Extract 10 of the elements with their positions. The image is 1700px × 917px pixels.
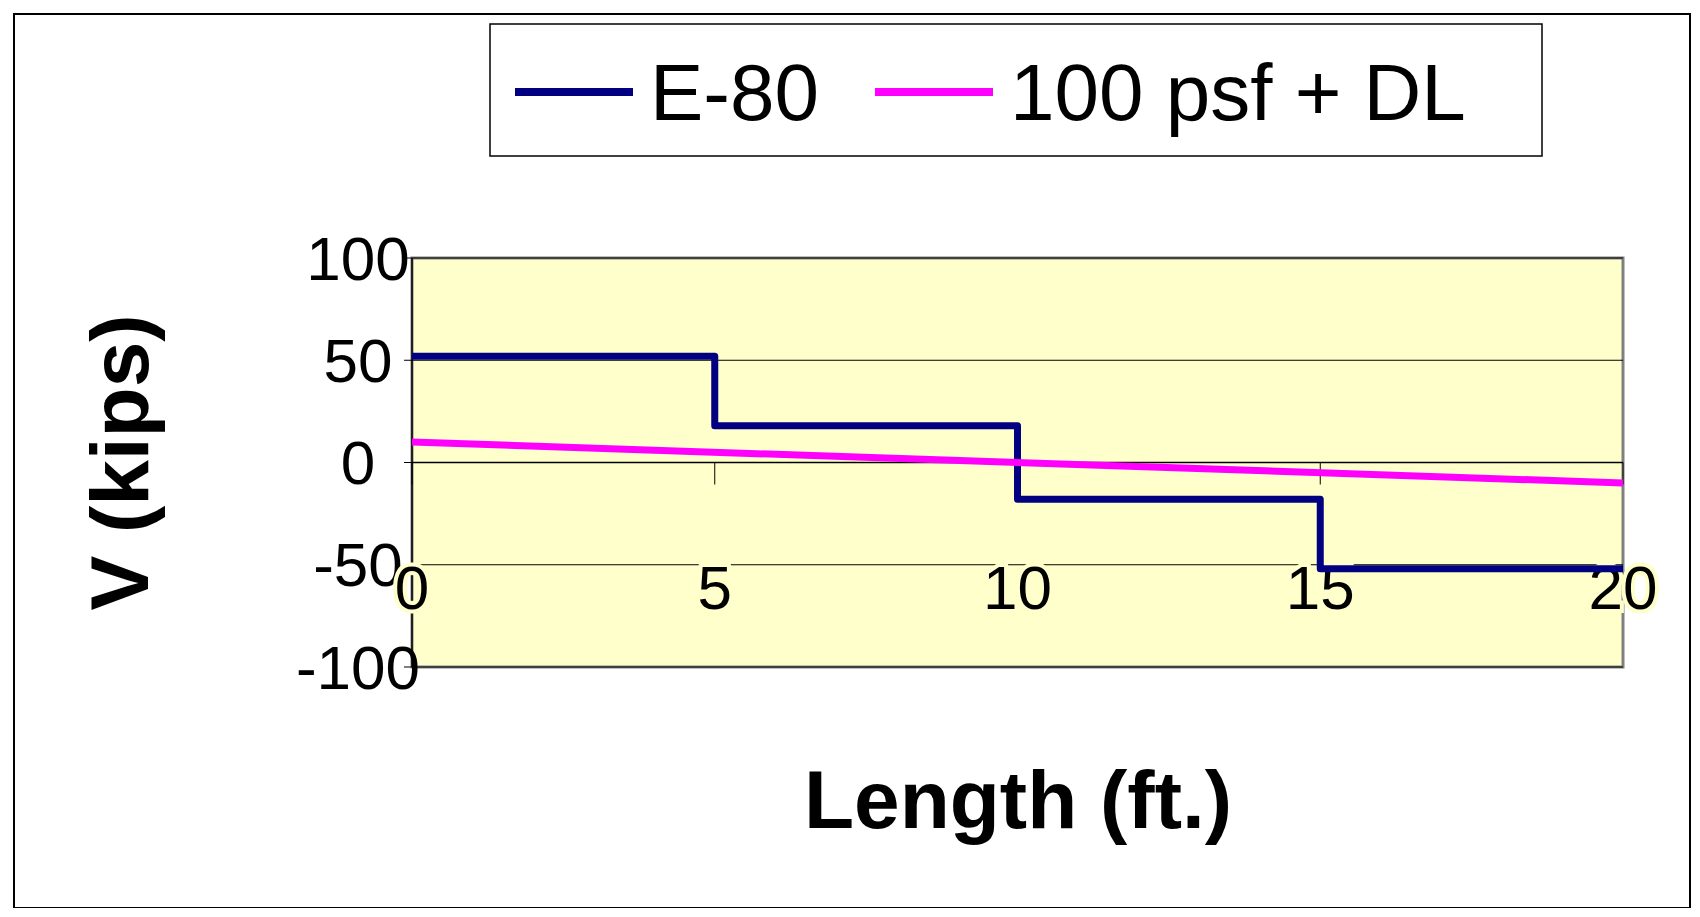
legend-label: 100 psf + DL	[1010, 48, 1466, 137]
y-tick-label: -100	[295, 632, 421, 702]
legend-label: E-80	[650, 48, 819, 137]
x-tick-label: 10	[983, 552, 1052, 622]
x-tick-label: 5	[697, 552, 732, 622]
y-tick-label: 0	[340, 428, 376, 498]
y-tick-label: 100	[306, 223, 410, 293]
y-tick-label: 50	[323, 325, 393, 395]
x-axis-title: Length (ft.)	[803, 754, 1233, 845]
y-axis-title: V (kips)	[74, 314, 165, 611]
